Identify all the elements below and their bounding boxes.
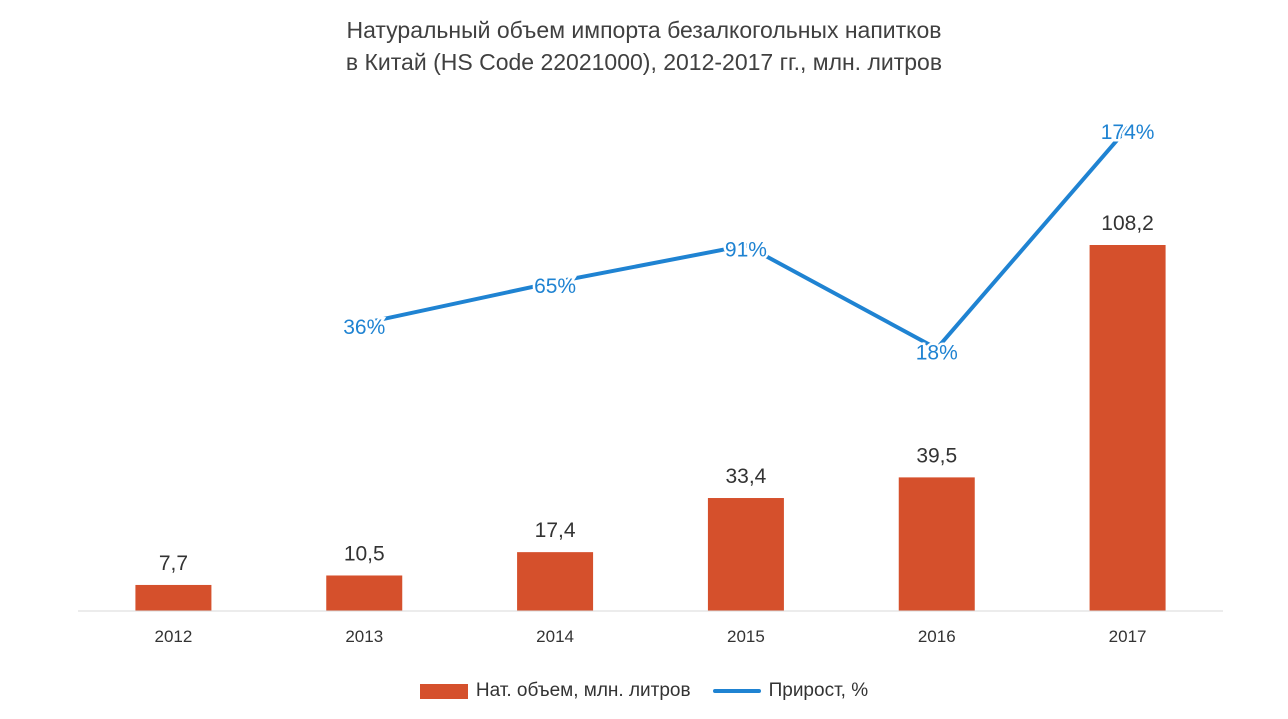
bar-2016 [898, 477, 975, 611]
legend-swatch-bar [419, 683, 468, 699]
bar-series [135, 245, 1166, 611]
bar-2013 [326, 575, 403, 611]
bar-2015 [707, 498, 784, 611]
x-tick-label-2015: 2015 [727, 627, 765, 646]
x-tick-label-2017: 2017 [1109, 627, 1147, 646]
bar-value-label-2017: 108,2 [1101, 212, 1154, 235]
bar-data-labels: 7,7 10,5 17,4 33,4 39,5 108,2 [159, 212, 1154, 575]
x-tick-label-2013: 2013 [345, 627, 383, 646]
x-axis-tick-labels: 2012 2013 2014 2015 2016 2017 [155, 627, 1147, 646]
legend-item-volume: Нат. объем, млн. литров [419, 680, 691, 702]
growth-label-2017: 174% [1101, 121, 1155, 144]
chart-title-line-1: Натуральный объем импорта безалкогольных… [346, 17, 942, 43]
bar-value-label-2015: 33,4 [725, 465, 766, 488]
bar-value-label-2016: 39,5 [916, 444, 957, 467]
growth-label-2015: 91% [725, 238, 767, 261]
x-tick-label-2014: 2014 [536, 627, 574, 646]
line-data-labels: 36% 65% 91% 18% 174% [341, 119, 1157, 368]
bar-value-label-2013: 10,5 [344, 542, 385, 565]
chart-title-line-2: в Китай (HS Code 22021000), 2012-2017 гг… [345, 49, 943, 75]
legend-item-growth: Прирост, % [712, 680, 869, 702]
bar-value-label-2012: 7,7 [159, 552, 188, 575]
growth-label-2013: 36% [343, 316, 385, 339]
growth-label-2016: 18% [916, 342, 958, 365]
bar-2014 [517, 552, 594, 611]
line-series [362, 126, 1130, 351]
bar-2012 [135, 584, 212, 611]
legend: Нат. объем, млн. литров Прирост, % [0, 680, 1288, 702]
legend-label-volume: Нат. объем, млн. литров [475, 680, 691, 701]
bar-value-label-2014: 17,4 [535, 519, 576, 542]
growth-line [362, 126, 1130, 351]
legend-label-growth: Прирост, % [768, 680, 869, 701]
x-tick-label-2012: 2012 [155, 627, 193, 646]
growth-label-2014: 65% [534, 275, 576, 298]
bar-2017 [1089, 245, 1166, 611]
chart-title: Натуральный объем импорта безалкогольных… [0, 14, 1288, 78]
x-tick-label-2016: 2016 [918, 627, 956, 646]
legend-swatch-line [712, 689, 761, 693]
